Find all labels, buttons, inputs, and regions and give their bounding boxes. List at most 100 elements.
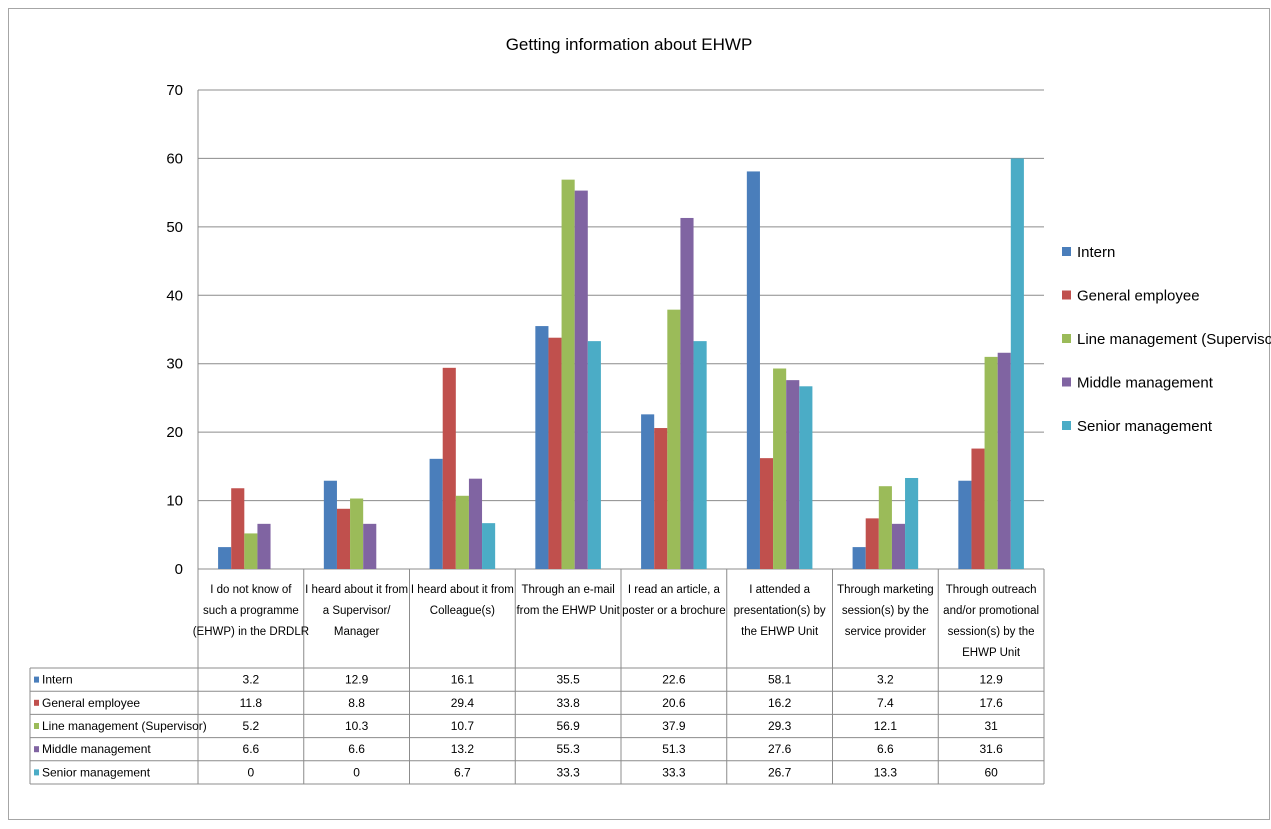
bar: [363, 524, 376, 569]
table-value: 0: [248, 765, 255, 779]
table-value: 11.8: [240, 696, 263, 710]
category-label-line: and/or promotional: [943, 605, 1039, 617]
category-label-line: (EHWP) in the DRDLR: [193, 626, 309, 638]
table-value: 8.8: [348, 696, 365, 710]
y-tick-label: 0: [175, 561, 183, 578]
bar: [799, 386, 812, 569]
bar: [892, 524, 905, 569]
table-value: 3.2: [243, 673, 260, 687]
table-swatch: [34, 723, 39, 729]
table-value: 13.2: [451, 742, 475, 756]
bar: [879, 486, 892, 569]
table-value: 31.6: [979, 742, 1003, 756]
legend: InternGeneral employeeLine management (S…: [1062, 244, 1271, 435]
bar: [786, 380, 799, 569]
category-label: I read an article, a poster or a brochure: [622, 584, 726, 617]
y-tick-label: 40: [166, 287, 183, 304]
category-label-line: I heard about it from: [411, 584, 514, 596]
bar: [469, 479, 482, 569]
category-label: I do not know of such a programme (EHWP) i…: [193, 584, 309, 638]
table-value: 16.1: [451, 673, 475, 687]
category-label-line: I read an article, a: [628, 584, 721, 596]
category-label-line: I attended a: [749, 584, 810, 596]
table-value: 33.3: [662, 765, 686, 779]
bar: [853, 547, 866, 569]
table-value: 56.9: [556, 719, 580, 733]
data-table: I do not know of such a programme (EHWP) i…: [30, 569, 1044, 784]
bar: [575, 191, 588, 569]
bar: [548, 338, 561, 569]
table-value: 6.7: [454, 765, 471, 779]
table-value: 13.3: [874, 765, 898, 779]
table-series-name: Middle management: [42, 742, 151, 756]
category-label-line: from the EHWP Unit: [516, 605, 620, 617]
bar: [866, 518, 879, 569]
table-value: 29.4: [451, 696, 475, 710]
legend-swatch: [1062, 378, 1071, 387]
table-value: 20.6: [662, 696, 686, 710]
bar: [430, 459, 443, 569]
bar: [747, 171, 760, 569]
table-value: 10.3: [345, 719, 369, 733]
legend-entry: Senior management: [1077, 418, 1213, 435]
category-label-line: the EHWP Unit: [741, 626, 819, 638]
table-series-name: Line management (Supervisor): [42, 719, 207, 733]
y-tick-label: 30: [166, 356, 183, 373]
bar: [443, 368, 456, 569]
table-value: 58.1: [768, 673, 792, 687]
legend-swatch: [1062, 421, 1071, 430]
table-value: 3.2: [877, 673, 894, 687]
table-value: 16.2: [768, 696, 792, 710]
bar: [985, 357, 998, 569]
bar: [667, 310, 680, 569]
category-label-line: Through marketing: [837, 584, 934, 596]
table-swatch: [34, 700, 39, 706]
table-value: 26.7: [768, 765, 792, 779]
bar: [1011, 158, 1024, 569]
table-value: 0: [353, 765, 360, 779]
table-value: 33.3: [556, 765, 580, 779]
bar: [231, 488, 244, 569]
table-value: 12.9: [345, 673, 369, 687]
category-label: I heard about it from a Supervisor/Manage…: [305, 584, 408, 638]
table-value: 17.6: [979, 696, 1003, 710]
bar: [324, 481, 337, 569]
category-label-line: poster or a brochure: [622, 605, 726, 617]
category-label-line: EHWP Unit: [962, 647, 1021, 659]
category-label-line: service provider: [845, 626, 926, 638]
table-value: 10.7: [451, 719, 475, 733]
table-series-name: Senior management: [42, 765, 151, 779]
category-label: I attended a presentation(s) by the EHWP U…: [734, 584, 826, 638]
bar: [680, 218, 693, 569]
legend-swatch: [1062, 291, 1071, 300]
bar: [535, 326, 548, 569]
legend-swatch: [1062, 334, 1071, 343]
table-series-name: General employee: [42, 696, 140, 710]
category-label-line: such a programme: [203, 605, 299, 617]
bar: [244, 533, 257, 569]
bar: [760, 458, 773, 569]
bar: [971, 449, 984, 569]
table-value: 22.6: [662, 673, 686, 687]
table-value: 51.3: [662, 742, 686, 756]
table-value: 6.6: [877, 742, 894, 756]
table-value: 37.9: [662, 719, 686, 733]
table-value: 33.8: [556, 696, 580, 710]
y-tick-label: 70: [166, 82, 183, 99]
table-value: 31: [984, 719, 998, 733]
y-tick-label: 20: [166, 424, 183, 441]
category-label-line: Colleague(s): [430, 605, 495, 617]
bar: [694, 341, 707, 569]
category-label-line: Through an e-mail: [521, 584, 614, 596]
table-value: 12.9: [979, 673, 1003, 687]
table-series-name: Intern: [42, 673, 73, 687]
table-value: 27.6: [768, 742, 792, 756]
table-swatch: [34, 746, 39, 752]
category-label-line: a Supervisor/: [323, 605, 392, 617]
table-swatch: [34, 677, 39, 683]
bar: [641, 414, 654, 569]
bar: [337, 509, 350, 569]
table-value: 12.1: [874, 719, 898, 733]
legend-entry: Line management (Supervisor): [1077, 331, 1271, 348]
